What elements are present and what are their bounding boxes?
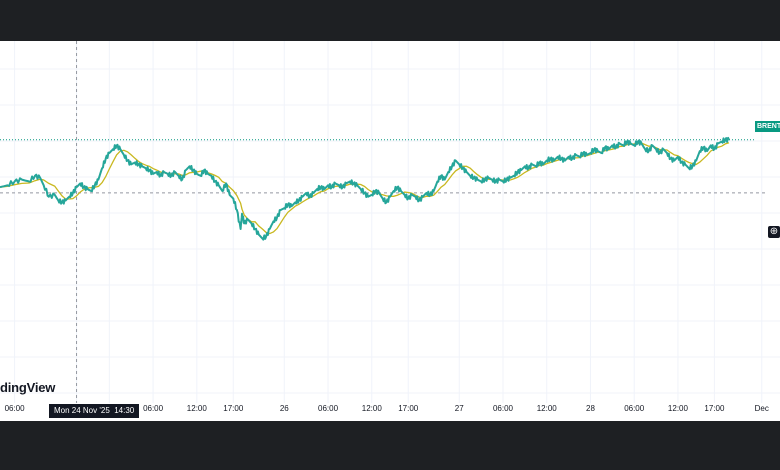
tradingview-watermark: dingView <box>0 380 56 395</box>
crosshair <box>0 41 768 403</box>
time-axis-tick-label: 06:00 <box>493 404 514 413</box>
grid <box>0 41 780 403</box>
crosshair-icon[interactable]: ⊕ <box>768 226 780 238</box>
price-line <box>0 136 730 241</box>
time-axis-tick-label: 12:00 <box>668 404 689 413</box>
time-axis-tick-label: 12:00 <box>187 404 208 413</box>
time-axis-tick-label: 12:00 <box>537 404 558 413</box>
bottom-toolbar <box>0 421 780 470</box>
time-axis-tick-label: 06:00 <box>318 404 339 413</box>
last-price-tag: BRENT <box>755 121 780 132</box>
time-axis-tick-label: 06:00 <box>143 404 164 413</box>
time-axis-tick-label: 17:00 <box>223 404 244 413</box>
time-axis-tick-label: 06:00 <box>5 404 26 413</box>
price-chart[interactable]: 06:002506:0012:0017:002606:0012:0017:002… <box>0 41 780 421</box>
time-axis-tick-label: 28 <box>586 404 595 413</box>
time-axis-tick-label: Dec <box>755 404 769 413</box>
time-axis-tick-label: 12:00 <box>362 404 383 413</box>
chart-area[interactable]: 06:002506:0012:0017:002606:0012:0017:002… <box>0 41 780 421</box>
cursor-date-label: Mon 24 Nov '25 14:30 <box>49 404 140 418</box>
top-toolbar <box>0 0 780 41</box>
time-axis-tick-label: 17:00 <box>704 404 725 413</box>
series <box>0 136 730 241</box>
time-axis-tick-label: 06:00 <box>624 404 645 413</box>
time-axis-tick-label: 17:00 <box>398 404 419 413</box>
time-axis-tick-label: 27 <box>455 404 464 413</box>
time-axis-tick-label: 26 <box>280 404 289 413</box>
